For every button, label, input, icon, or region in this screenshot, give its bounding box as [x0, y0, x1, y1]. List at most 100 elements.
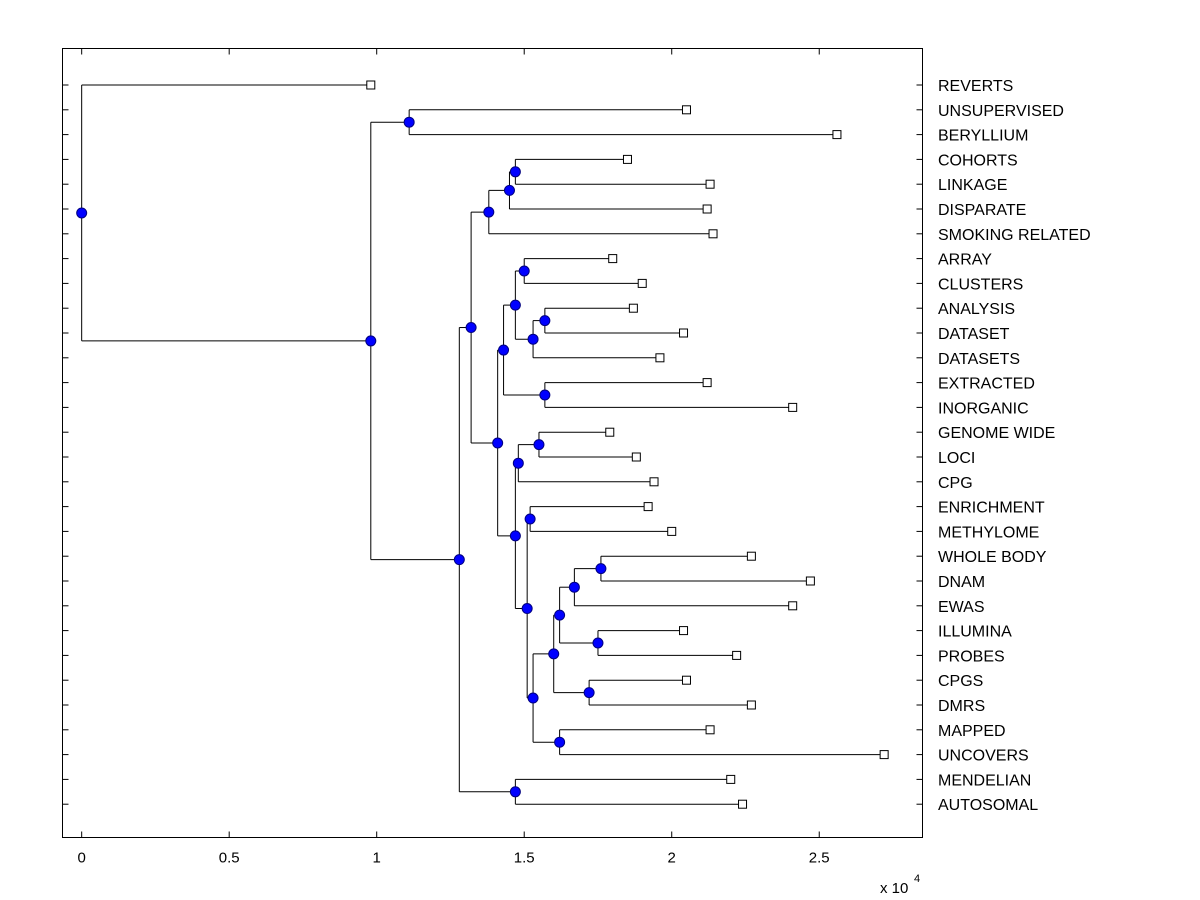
merge-node: [583, 687, 595, 699]
leaf-marker: [628, 303, 638, 313]
merge-node: [509, 299, 521, 311]
leaf-marker: [643, 502, 653, 512]
leaf-label: PROBES: [938, 648, 1005, 665]
leaf-label: ENRICHMENT: [938, 500, 1045, 517]
merge-node: [509, 786, 521, 798]
leaf-labels: REVERTS UNSUPERVISED BERYLLIUM COHORTS LINKA…: [938, 78, 1091, 814]
leaf-label: MENDELIAN: [938, 772, 1031, 789]
leaf-label: COHORTS: [938, 152, 1018, 169]
merge-nodes: [76, 116, 607, 798]
leaf-marker: [631, 452, 641, 462]
leaf-label: EWAS: [938, 599, 985, 616]
merge-node: [518, 265, 530, 277]
leaf-label: MAPPED: [938, 723, 1006, 740]
merge-node: [533, 439, 545, 451]
leaf-label: ARRAY: [938, 252, 992, 269]
x-tick-label: 1.5: [514, 850, 535, 867]
x-tick-label: 1: [373, 850, 381, 867]
leaf-marker: [681, 675, 691, 685]
leaf-marker: [708, 229, 718, 239]
leaf-label: LINKAGE: [938, 177, 1007, 194]
merge-node: [554, 736, 566, 748]
merge-node: [453, 554, 465, 566]
leaf-label: DISPARATE: [938, 202, 1026, 219]
leaf-label: INORGANIC: [938, 400, 1029, 417]
leaf-label: REVERTS: [938, 78, 1013, 95]
leaf-marker: [649, 477, 659, 487]
merge-node: [509, 166, 521, 178]
merge-node: [512, 457, 524, 469]
merge-node: [365, 335, 377, 347]
merge-node: [498, 344, 510, 356]
leaf-marker: [738, 799, 748, 809]
leaf-label: DATASETS: [938, 351, 1020, 368]
merge-node: [554, 609, 566, 621]
merge-node: [548, 648, 560, 660]
x-exponent-base: x 10: [880, 880, 908, 897]
leaf-label: UNCOVERS: [938, 748, 1029, 765]
leaf-label: LOCI: [938, 450, 975, 467]
merge-node: [492, 437, 504, 449]
leaf-label: SMOKING RELATED: [938, 227, 1091, 244]
merge-node: [76, 207, 88, 219]
leaf-marker: [622, 154, 632, 164]
leaf-marker: [705, 725, 715, 735]
leaf-marker: [702, 204, 712, 214]
leaf-marker: [746, 700, 756, 710]
y-tick-marks: [62, 84, 923, 805]
x-exponent-power: 4: [914, 873, 920, 885]
leaf-label: EXTRACTED: [938, 376, 1035, 393]
leaf-label: METHYLOME: [938, 524, 1039, 541]
leaf-marker: [366, 80, 376, 90]
leaf-marker: [605, 427, 615, 437]
leaf-label: UNSUPERVISED: [938, 103, 1064, 120]
leaf-label: AUTOSOMAL: [938, 797, 1038, 814]
leaf-marker: [746, 551, 756, 561]
leaf-label: BERYLLIUM: [938, 128, 1028, 145]
merge-node: [503, 184, 515, 196]
leaf-marker: [667, 526, 677, 536]
merge-node: [527, 692, 539, 704]
leaf-marker: [681, 105, 691, 115]
leaf-marker: [608, 254, 618, 264]
merge-node: [595, 563, 607, 575]
merge-node: [539, 389, 551, 401]
leaf-label: DNAM: [938, 574, 985, 591]
x-exponent: x 10 4: [880, 873, 920, 897]
x-tick-label: 0: [78, 850, 86, 867]
leaf-label: GENOME WIDE: [938, 425, 1055, 442]
merge-node: [403, 116, 415, 128]
leaf-marker: [679, 328, 689, 338]
leaf-label: WHOLE BODY: [938, 549, 1047, 566]
x-ticks: 0 0.5 1 1.5 2 2.5: [78, 48, 830, 867]
leaf-marker: [732, 650, 742, 660]
leaf-label: ILLUMINA: [938, 624, 1012, 641]
x-tick-label: 0.5: [219, 850, 240, 867]
leaf-label: DATASET: [938, 326, 1010, 343]
merge-node: [483, 206, 495, 218]
leaf-marker: [832, 130, 842, 140]
leaf-label: DMRS: [938, 698, 985, 715]
merge-node: [539, 315, 551, 327]
leaf-marker: [805, 576, 815, 586]
leaf-marker: [702, 378, 712, 388]
merge-node: [524, 513, 536, 525]
leaf-label: CPGS: [938, 673, 983, 690]
merge-node: [592, 637, 604, 649]
leaf-marker: [788, 601, 798, 611]
merge-node: [568, 581, 580, 593]
merge-node: [509, 530, 521, 542]
leaf-marker: [705, 179, 715, 189]
x-tick-label: 2: [668, 850, 676, 867]
merge-node: [465, 322, 477, 334]
x-tick-label: 2.5: [809, 850, 830, 867]
leaf-marker: [879, 750, 889, 760]
merge-node: [521, 603, 533, 615]
leaf-markers: [366, 80, 889, 809]
leaf-marker: [726, 774, 736, 784]
merge-node: [527, 333, 539, 345]
leaf-label: CPG: [938, 475, 973, 492]
leaf-marker: [637, 278, 647, 288]
leaf-marker: [655, 353, 665, 363]
